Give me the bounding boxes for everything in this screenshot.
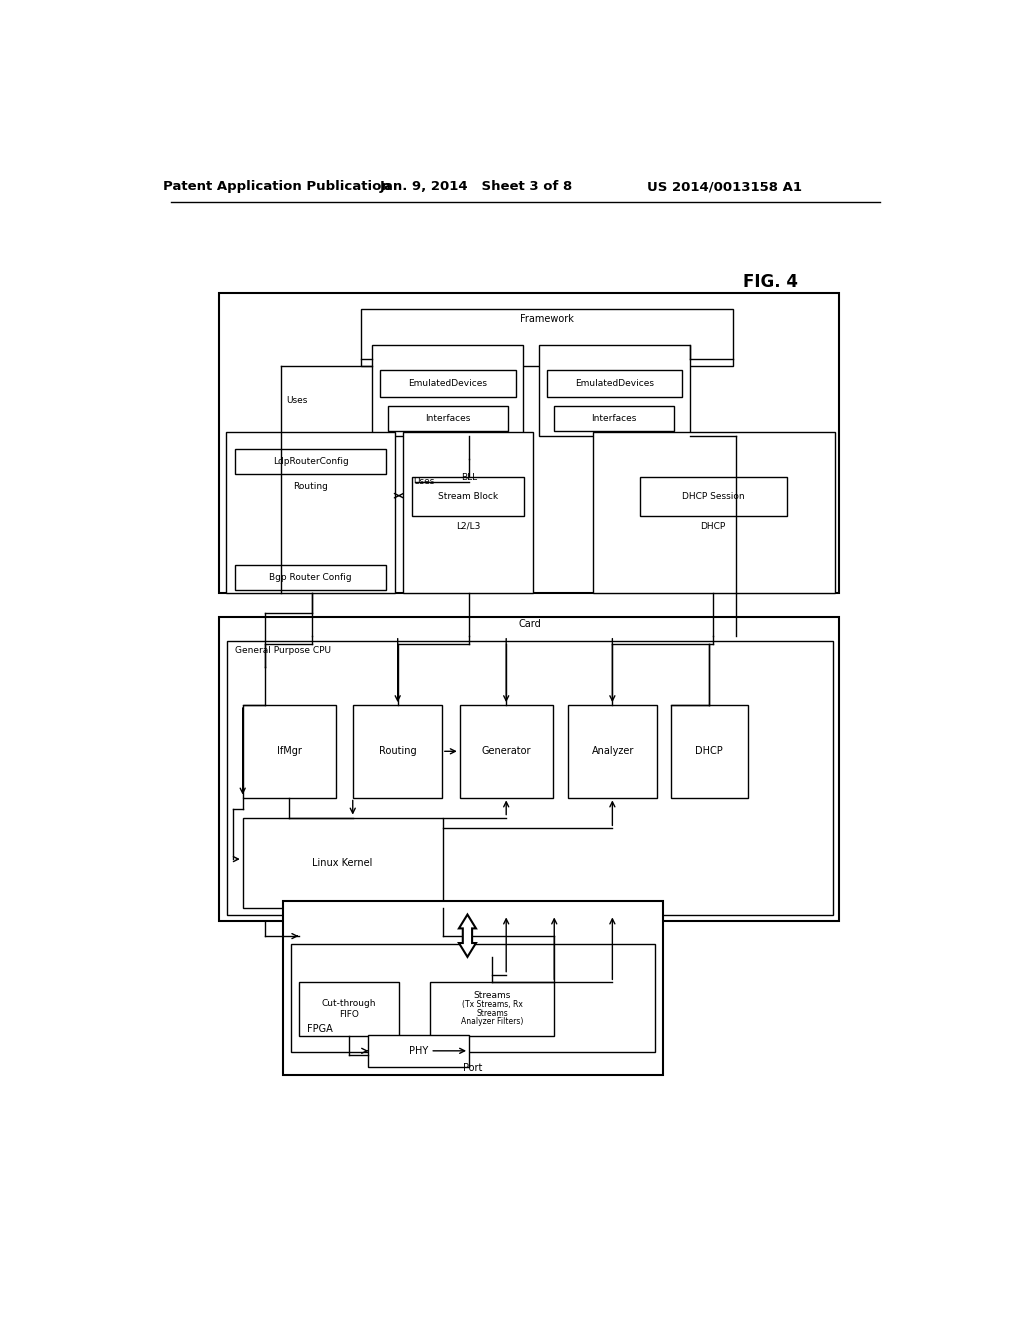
Text: Uses: Uses [414, 477, 434, 486]
Text: BLL: BLL [461, 473, 477, 482]
Text: Stream Block: Stream Block [438, 492, 499, 500]
Text: Jan. 9, 2014   Sheet 3 of 8: Jan. 9, 2014 Sheet 3 of 8 [380, 181, 573, 194]
Bar [380, 370, 515, 397]
Text: (Tx Streams, Rx: (Tx Streams, Rx [462, 1001, 522, 1008]
Bar [554, 405, 675, 430]
Bar [225, 432, 394, 594]
Text: Routing: Routing [379, 746, 416, 756]
Bar [593, 432, 835, 594]
Bar [547, 370, 682, 397]
Bar [640, 478, 786, 516]
Text: Port: Port [463, 1063, 482, 1073]
Bar [539, 345, 690, 436]
Text: Routing: Routing [293, 482, 328, 491]
Bar [568, 705, 657, 797]
Text: DHCP Session: DHCP Session [682, 492, 744, 500]
Text: PHY: PHY [409, 1045, 428, 1056]
Text: Patent Application Publication: Patent Application Publication [163, 181, 391, 194]
Text: Analyzer Filters): Analyzer Filters) [461, 1018, 523, 1026]
Text: FIG. 4: FIG. 4 [742, 273, 798, 290]
Bar [243, 817, 442, 908]
Bar [360, 309, 732, 367]
Bar [352, 705, 442, 797]
Text: US 2014/0013158 A1: US 2014/0013158 A1 [647, 181, 802, 194]
Text: Bgp Router Config: Bgp Router Config [269, 573, 352, 582]
Text: Streams: Streams [476, 1008, 508, 1018]
Bar [243, 705, 336, 797]
Text: Cut-through: Cut-through [322, 999, 376, 1008]
Text: L2/L3: L2/L3 [456, 521, 480, 531]
Text: IfMgr: IfMgr [276, 746, 302, 756]
Bar [291, 944, 655, 1052]
Text: Uses: Uses [286, 396, 307, 405]
Bar [299, 982, 399, 1036]
Text: FPGA: FPGA [307, 1023, 333, 1034]
Text: Generator: Generator [481, 746, 531, 756]
Bar [403, 432, 534, 594]
Bar [227, 642, 834, 915]
Text: General Purpose CPU: General Purpose CPU [234, 645, 331, 655]
Bar [430, 982, 554, 1036]
Bar [388, 405, 508, 430]
Bar [219, 293, 840, 594]
Bar [460, 705, 553, 797]
Text: Card: Card [518, 619, 541, 630]
Text: Analyzer: Analyzer [592, 746, 634, 756]
Bar [413, 478, 524, 516]
Text: Interfaces: Interfaces [592, 413, 637, 422]
Bar [234, 565, 386, 590]
Text: DHCP: DHCP [700, 521, 726, 531]
Bar [372, 345, 523, 436]
Text: DHCP: DHCP [695, 746, 723, 756]
Text: LdpRouterConfig: LdpRouterConfig [272, 457, 348, 466]
Polygon shape [459, 915, 476, 957]
Text: Streams: Streams [473, 991, 511, 999]
Text: Linux Kernel: Linux Kernel [312, 858, 373, 869]
Bar [369, 1035, 469, 1067]
Bar [219, 616, 840, 921]
Text: EmulatedDevices: EmulatedDevices [574, 379, 653, 388]
Text: Framework: Framework [519, 314, 573, 325]
Bar [671, 705, 748, 797]
Bar [283, 902, 663, 1074]
Text: FIFO: FIFO [339, 1010, 358, 1019]
Text: Interfaces: Interfaces [425, 413, 470, 422]
Bar [234, 450, 386, 474]
Text: EmulatedDevices: EmulatedDevices [409, 379, 487, 388]
